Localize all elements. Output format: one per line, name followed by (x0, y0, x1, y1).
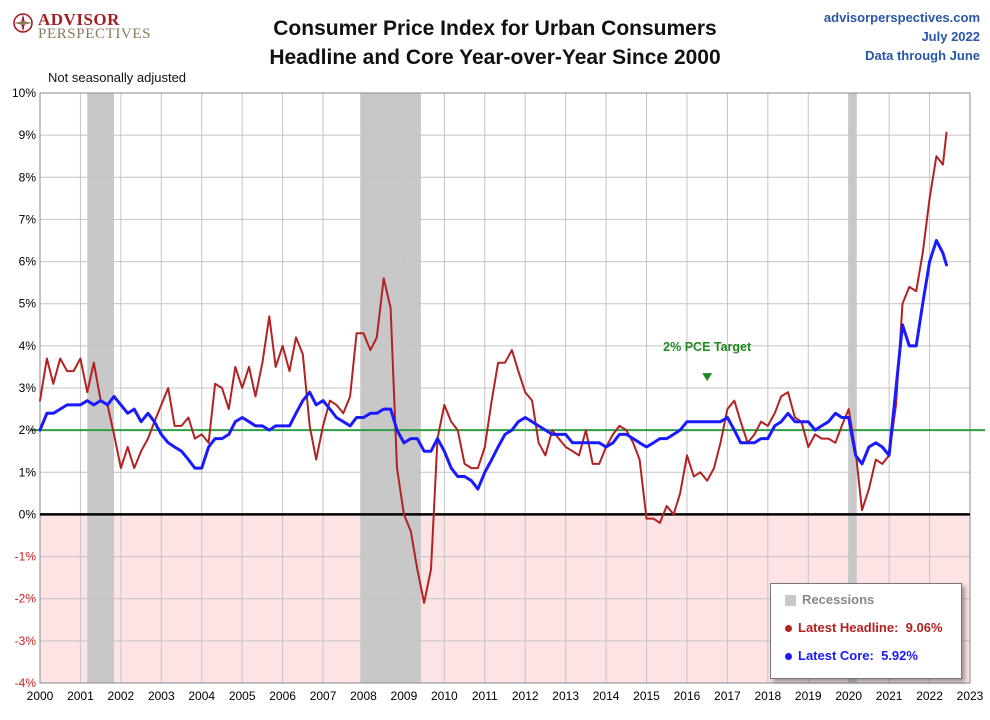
y-tick-label-3: 7% (19, 212, 37, 226)
target-label: 2% PCE Target (663, 340, 752, 354)
x-tick-label-8: 2008 (350, 689, 377, 703)
source-date: July 2022 (921, 29, 980, 44)
y-tick-label-7: 3% (19, 381, 37, 395)
legend-headline-label: Latest Headline: (798, 620, 899, 635)
reference-lines (30, 429, 985, 516)
plot-border (39, 92, 971, 684)
series-line-core (38, 239, 948, 491)
source-site: advisorperspectives.com (823, 10, 980, 25)
y-tick-label-14: -4% (15, 676, 37, 690)
y-tick-label-4: 6% (19, 255, 37, 269)
target-arrow-icon (702, 373, 713, 382)
x-tick-label-0: 2000 (27, 689, 54, 703)
legend-recessions-label: Recessions (802, 592, 875, 607)
y-tick-label-13: -3% (15, 634, 37, 648)
x-tick-label-12: 2012 (512, 689, 539, 703)
y-tick-label-2: 8% (19, 170, 37, 184)
y-tick-label-0: 10% (12, 86, 36, 100)
data-series (38, 131, 948, 604)
legend-core-label: Latest Core: (798, 648, 874, 663)
x-tick-label-16: 2016 (674, 689, 701, 703)
source-data-through: Data through June (865, 48, 980, 63)
compass-icon (13, 13, 33, 33)
x-tick-label-21: 2021 (876, 689, 903, 703)
x-tick-label-4: 2004 (188, 689, 215, 703)
legend-headline: Latest Headline: 9.06% (785, 620, 943, 635)
x-tick-label-20: 2020 (835, 689, 862, 703)
series-line-headline (39, 131, 948, 604)
chart-title: Consumer Price Index for Urban Consumers… (200, 14, 790, 72)
x-tick-label-13: 2013 (552, 689, 579, 703)
x-tick-label-7: 2007 (310, 689, 337, 703)
legend-core: Latest Core: 5.92% (785, 648, 918, 663)
x-tick-label-5: 2005 (229, 689, 256, 703)
logo-text-sub: PERSPECTIVES (38, 26, 152, 42)
x-tick-label-17: 2017 (714, 689, 741, 703)
x-tick-label-2: 2002 (108, 689, 135, 703)
y-tick-label-6: 4% (19, 339, 37, 353)
legend-recessions: Recessions (785, 592, 874, 607)
x-tick-label-14: 2014 (593, 689, 620, 703)
y-tick-label-8: 2% (19, 423, 37, 437)
x-tick-label-6: 2006 (269, 689, 296, 703)
legend-core-value: 5.92% (881, 648, 918, 663)
annotations: 2% PCE Target (663, 340, 752, 382)
headline-dot (785, 625, 792, 633)
source-info: advisorperspectives.com July 2022 Data t… (824, 8, 980, 65)
y-tick-label-1: 9% (19, 128, 37, 142)
legend-headline-value: 9.06% (905, 620, 943, 635)
title-line-2: Headline and Core Year-over-Year Since 2… (269, 46, 721, 69)
x-tick-label-11: 2011 (472, 689, 498, 703)
adjustment-note: Not seasonally adjusted (48, 70, 187, 85)
x-tick-label-22: 2022 (916, 689, 943, 703)
x-tick-label-15: 2015 (633, 689, 660, 703)
x-tick-label-9: 2009 (391, 689, 418, 703)
recession-swatch (785, 595, 796, 607)
title-line-1: Consumer Price Index for Urban Consumers (273, 17, 717, 40)
x-tick-label-19: 2019 (795, 689, 822, 703)
y-tick-label-9: 1% (19, 465, 37, 479)
x-tick-label-3: 2003 (148, 689, 175, 703)
x-tick-label-1: 2001 (67, 689, 94, 703)
x-tick-label-18: 2018 (754, 689, 781, 703)
x-tick-label-10: 2010 (431, 689, 458, 703)
y-tick-label-11: -1% (15, 550, 37, 564)
x-tick-label-23: 2023 (957, 689, 984, 703)
legend-box: Recessions Latest Headline: 9.06% Latest… (770, 583, 962, 679)
logo-text-main: ADVISOR (38, 10, 120, 29)
y-tick-label-10: 0% (19, 507, 37, 521)
core-dot (785, 653, 792, 661)
advisor-perspectives-logo: ADVISOR PERSPECTIVES (8, 8, 168, 42)
y-tick-label-5: 5% (19, 297, 37, 311)
axes-labels: 10% 9% 8% 7% 6% 5% 4% 3% 2% 1% 0% -1% -2% -3% -4%2000 2… (12, 86, 984, 703)
y-tick-label-12: -2% (15, 592, 37, 606)
